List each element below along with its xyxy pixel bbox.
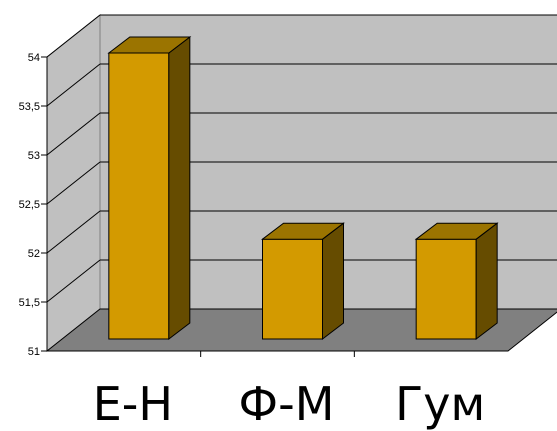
bar-1: [109, 37, 190, 339]
bar-3: [416, 223, 497, 339]
category-labels: Е-Н Ф-М Гум: [93, 377, 485, 431]
y-tick-label: 52: [28, 248, 40, 260]
bar-front: [263, 239, 323, 339]
bar-side: [169, 37, 190, 339]
category-label-1: Е-Н: [93, 377, 173, 431]
y-tick-label: 53,5: [19, 101, 40, 113]
category-label-3: Гум: [395, 377, 485, 431]
y-tick-label: 54: [28, 52, 40, 64]
bar-front: [416, 239, 476, 339]
bar-side: [323, 223, 344, 339]
y-tick-label: 52,5: [19, 199, 40, 211]
bar-side: [476, 223, 497, 339]
y-tick-label: 53: [28, 150, 40, 162]
y-tick-label: 51: [28, 346, 40, 358]
y-tick-label: 51,5: [19, 297, 40, 309]
bar-front: [109, 53, 169, 339]
category-label-2: Ф-М: [239, 377, 335, 431]
bar-2: [263, 223, 344, 339]
